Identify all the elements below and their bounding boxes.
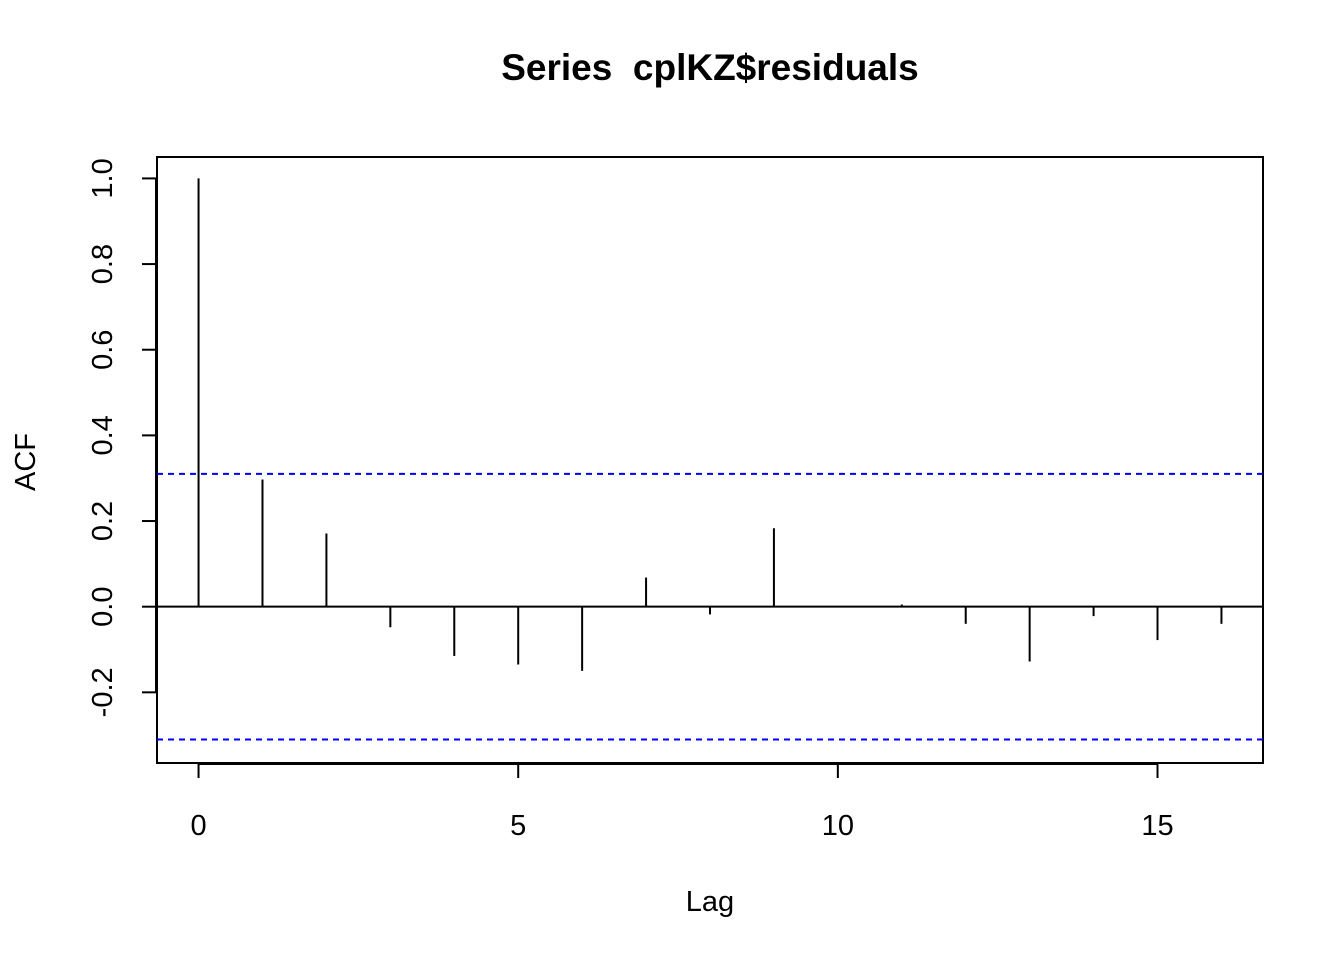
y-tick-label-0.0: 0.0: [87, 587, 119, 627]
x-tick-label-15: 15: [1141, 810, 1173, 842]
plot-marks: [157, 178, 1263, 741]
y-tick-label-0.6: 0.6: [87, 330, 119, 370]
y-tick-label-0.2: 0.2: [87, 501, 119, 541]
x-axis-label: Lag: [686, 886, 734, 918]
x-axis: 0 5 10 15: [190, 763, 1174, 842]
x-tick-label-10: 10: [822, 810, 854, 842]
y-tick-label-1.0: 1.0: [87, 158, 119, 198]
y-tick-label--0.2: -0.2: [87, 667, 119, 717]
y-axis-label: ACF: [10, 433, 42, 491]
chart-title: Series cplKZ$residuals: [501, 47, 918, 88]
y-axis: -0.2 0.0 0.2 0.4 0.6 0.8 1.0: [87, 158, 157, 717]
y-tick-label-0.4: 0.4: [87, 415, 119, 455]
x-tick-label-0: 0: [190, 810, 206, 842]
plot-frame: [156, 156, 1264, 764]
y-tick-label-0.8: 0.8: [87, 244, 119, 284]
x-tick-label-5: 5: [510, 810, 526, 842]
